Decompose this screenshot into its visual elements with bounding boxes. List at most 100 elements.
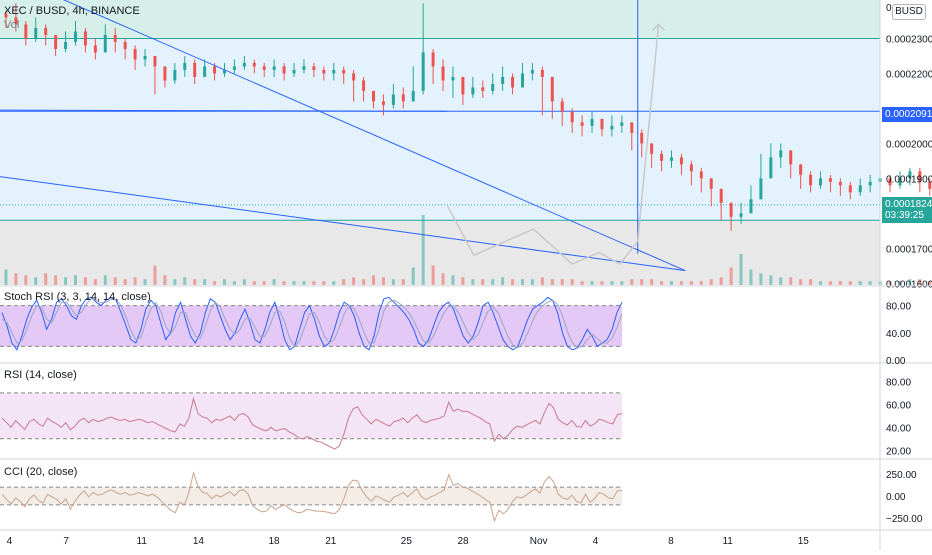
volume-bar bbox=[679, 281, 683, 285]
candle-body bbox=[858, 185, 862, 193]
volume-bar bbox=[620, 281, 624, 285]
volume-bar bbox=[481, 279, 485, 285]
volume-bar bbox=[848, 281, 852, 285]
indicator-tick-label: 250.00 bbox=[886, 470, 917, 481]
candle-body bbox=[133, 48, 137, 60]
candle-body bbox=[501, 76, 505, 84]
volume-bar bbox=[54, 275, 58, 285]
candle-body bbox=[640, 132, 644, 144]
volume-bar bbox=[521, 279, 525, 285]
candle-body bbox=[103, 34, 107, 53]
zone-lower bbox=[0, 220, 880, 285]
volume-bar bbox=[858, 281, 862, 285]
volume-bar bbox=[24, 275, 28, 285]
volume-bar bbox=[401, 279, 405, 285]
volume-bar bbox=[918, 279, 922, 285]
time-tick-label: 28 bbox=[457, 536, 469, 547]
indicator-tick-label: 0.00 bbox=[886, 356, 906, 367]
candle-body bbox=[650, 143, 654, 154]
volume-bar bbox=[838, 281, 842, 285]
time-tick-label: 14 bbox=[193, 536, 205, 547]
candle-body bbox=[312, 66, 316, 70]
candle-body bbox=[699, 171, 703, 179]
volume-bar bbox=[262, 281, 266, 285]
time-tick-label: 21 bbox=[325, 536, 337, 547]
stoch-d-line bbox=[1, 298, 623, 349]
volume-bar bbox=[908, 279, 912, 285]
volume-bar bbox=[590, 281, 594, 285]
candle-body bbox=[908, 171, 912, 179]
volume-bar bbox=[868, 281, 872, 285]
volume-bar bbox=[342, 279, 346, 285]
candle-body bbox=[739, 213, 743, 217]
candle-body bbox=[401, 94, 405, 102]
volume-bar bbox=[719, 277, 723, 285]
time-tick-label: 11 bbox=[137, 536, 148, 547]
volume-bar bbox=[272, 279, 276, 285]
volume-bar bbox=[222, 279, 226, 285]
projection-arrow bbox=[652, 23, 666, 32]
candle-body bbox=[481, 87, 485, 91]
candle-body bbox=[203, 66, 207, 77]
candle-body bbox=[709, 178, 713, 189]
volume-bar bbox=[153, 265, 157, 285]
candle-body bbox=[411, 90, 415, 102]
candle-body bbox=[540, 69, 544, 77]
volume-bar bbox=[699, 281, 703, 285]
rsi-title: RSI (14, close) bbox=[4, 369, 77, 381]
candle-body bbox=[282, 66, 286, 74]
candle-body bbox=[193, 62, 197, 77]
candle-body bbox=[888, 178, 892, 186]
indicator-tick-label: 40.00 bbox=[886, 423, 911, 434]
volume-bar bbox=[759, 273, 763, 285]
candle-body bbox=[252, 62, 256, 67]
candle-body bbox=[143, 55, 147, 60]
time-tick-label: 15 bbox=[798, 536, 810, 547]
volume-bar bbox=[789, 277, 793, 285]
candle-body bbox=[441, 66, 445, 81]
candle-body bbox=[679, 157, 683, 165]
volume-bar bbox=[133, 277, 137, 285]
trendline bbox=[0, 176, 686, 272]
candle-body bbox=[521, 73, 525, 88]
volume-bar bbox=[14, 273, 18, 285]
candle-body bbox=[819, 178, 823, 186]
volume-bar bbox=[511, 279, 515, 285]
volume-bar bbox=[570, 279, 574, 285]
cci-line bbox=[1, 471, 622, 523]
candle-body bbox=[163, 66, 167, 81]
candle-body bbox=[64, 41, 68, 49]
volume-bar bbox=[322, 281, 326, 285]
volume-bar bbox=[898, 281, 902, 285]
zone-middle bbox=[0, 38, 880, 221]
volume-bar bbox=[560, 279, 564, 285]
volume-bar bbox=[372, 275, 376, 285]
candle-body bbox=[242, 62, 246, 67]
time-tick-label: 4 bbox=[7, 536, 13, 547]
price-tick-label: 0.00016000 bbox=[886, 279, 932, 290]
volume-bar bbox=[282, 281, 286, 285]
candle-body bbox=[34, 27, 38, 39]
time-tick-label: 25 bbox=[401, 536, 413, 547]
candle-body bbox=[769, 157, 773, 179]
volume-bar bbox=[888, 281, 892, 285]
candle-body bbox=[93, 45, 97, 53]
candle-body bbox=[4, 13, 8, 18]
candle-body bbox=[113, 34, 117, 42]
candle-body bbox=[272, 66, 276, 70]
time-tick-label: 18 bbox=[268, 536, 280, 547]
volume-bar bbox=[660, 281, 664, 285]
candle-body bbox=[789, 150, 793, 165]
candle-body bbox=[153, 55, 157, 67]
currency-button[interactable]: BUSD bbox=[892, 4, 926, 20]
volume-bar bbox=[292, 281, 296, 285]
volume-bar bbox=[769, 275, 773, 285]
volume-bar bbox=[670, 281, 674, 285]
volume-bar bbox=[461, 277, 465, 285]
candle-body bbox=[44, 27, 48, 35]
